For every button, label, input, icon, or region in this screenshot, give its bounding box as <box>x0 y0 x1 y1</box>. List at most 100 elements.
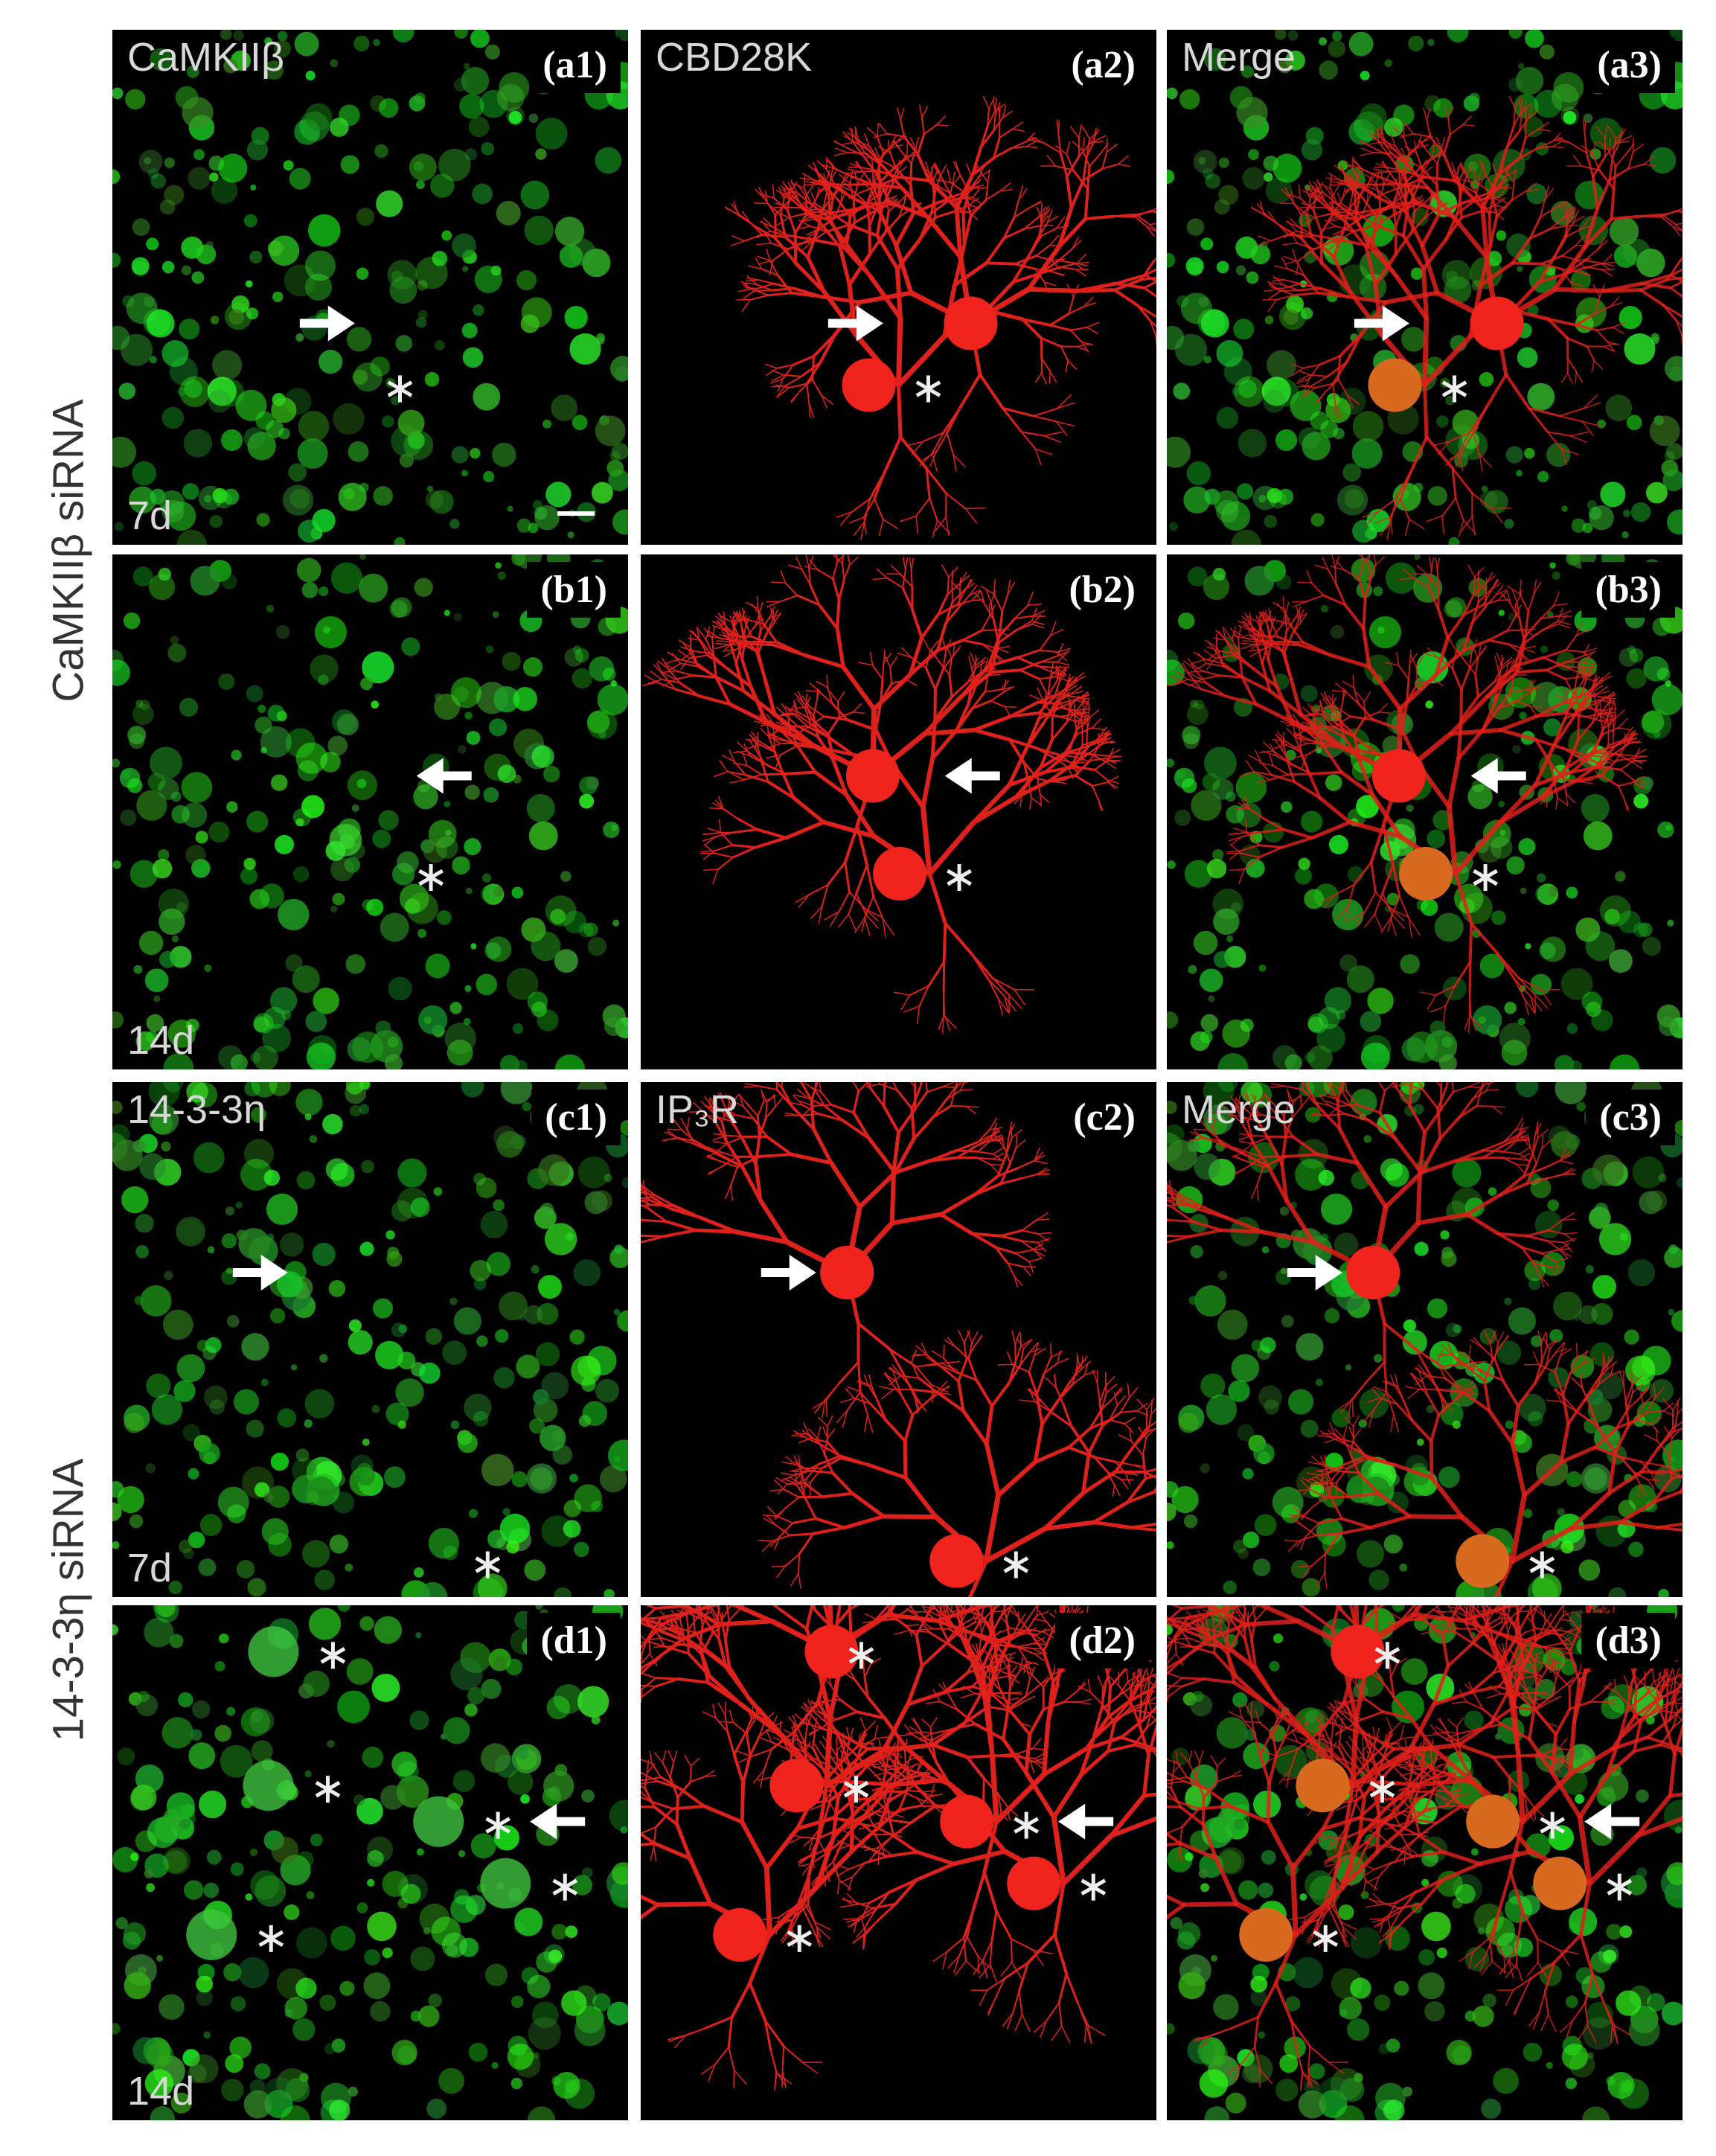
dendrite <box>1037 665 1054 674</box>
dendrite <box>1292 754 1307 759</box>
green-puncta <box>212 350 243 380</box>
dendrite <box>891 1130 901 1173</box>
dendrite <box>1569 281 1583 287</box>
dendrite <box>1072 747 1088 768</box>
green-puncta <box>314 615 347 649</box>
dendrite <box>1364 891 1377 912</box>
dendrite <box>800 361 822 378</box>
dendrite <box>1370 861 1377 894</box>
dendrite <box>1572 209 1579 223</box>
dendrite <box>1643 163 1657 167</box>
green-puncta <box>250 184 257 191</box>
dendrite <box>1338 211 1357 214</box>
dendrite <box>865 159 874 171</box>
green-puncta <box>577 1156 610 1189</box>
green-puncta <box>269 1082 291 1096</box>
dendrite <box>742 636 760 654</box>
dendrite <box>1055 420 1075 427</box>
green-puncta <box>246 685 263 703</box>
dendrite <box>1426 119 1431 138</box>
dendrite <box>1204 639 1217 648</box>
green-puncta <box>1202 167 1214 179</box>
dendrite <box>1057 133 1062 154</box>
dendrite <box>1485 373 1508 409</box>
dendrite <box>999 182 1011 192</box>
green-puncta <box>1360 71 1370 81</box>
green-puncta <box>531 1001 547 1017</box>
green-puncta <box>301 795 325 819</box>
dendrite <box>1249 612 1252 626</box>
green-puncta <box>235 389 267 421</box>
dendrite <box>897 165 907 175</box>
dendrite <box>797 696 807 706</box>
green-puncta <box>1198 296 1209 307</box>
dendrite <box>832 554 843 564</box>
dendrite <box>838 578 845 601</box>
green-puncta <box>495 562 502 569</box>
dendrite <box>914 1082 916 1088</box>
dendrite <box>1528 110 1539 118</box>
dendrite <box>990 589 996 604</box>
dendrite <box>780 570 787 583</box>
dendrite <box>938 1193 976 1217</box>
green-puncta <box>1498 801 1505 807</box>
green-puncta <box>278 31 288 42</box>
green-puncta <box>1319 60 1338 80</box>
dendrite <box>1098 726 1107 738</box>
dendrite <box>929 650 940 662</box>
dendrite <box>755 828 788 839</box>
green-puncta <box>476 1177 497 1199</box>
green-puncta <box>481 141 495 156</box>
green-puncta <box>569 1474 578 1482</box>
dendrite <box>1575 629 1589 636</box>
dendrite <box>1662 304 1683 318</box>
green-puncta <box>352 1031 384 1063</box>
green-puncta <box>150 746 182 780</box>
dendrite <box>746 749 762 761</box>
green-puncta <box>117 1485 144 1514</box>
dendrite <box>745 1083 760 1087</box>
green-puncta <box>1167 1011 1179 1029</box>
dendrite <box>720 615 733 623</box>
dendrite <box>1323 241 1339 245</box>
green-puncta <box>506 967 539 1000</box>
dendrite <box>890 564 901 575</box>
dendrite <box>1496 691 1513 710</box>
dendrite <box>711 1094 715 1108</box>
dendrite <box>784 1112 801 1116</box>
dendrite <box>852 703 862 713</box>
dendrite <box>1242 640 1258 643</box>
green-puncta <box>473 1277 487 1290</box>
dendrite <box>1310 770 1343 775</box>
green-puncta <box>125 89 146 110</box>
green-puncta <box>554 1587 572 1597</box>
dendrite <box>1610 187 1616 220</box>
dendrite <box>1004 995 1010 1014</box>
dendrite <box>1309 374 1328 377</box>
dendrite <box>959 578 961 592</box>
green-puncta <box>1504 1002 1517 1014</box>
green-puncta <box>492 442 516 467</box>
dendrite <box>1524 610 1530 638</box>
dendrite <box>844 793 877 839</box>
dendrite <box>1049 621 1057 636</box>
dendrite <box>798 219 811 227</box>
dendrite <box>1334 883 1355 896</box>
dendrite <box>1598 169 1616 191</box>
dendrite <box>1356 166 1360 180</box>
dendrite <box>1057 217 1088 249</box>
green-puncta <box>493 686 520 713</box>
dendrite <box>877 170 900 179</box>
dendrite <box>1065 674 1071 689</box>
dendrite <box>1427 647 1438 659</box>
green-puncta <box>573 645 582 654</box>
dendrite <box>854 127 859 140</box>
dendrite <box>1487 629 1509 642</box>
dendrite <box>1662 304 1678 322</box>
dendrite <box>842 554 845 564</box>
dendrite <box>1600 716 1604 735</box>
dendrite <box>1307 770 1322 800</box>
dendrite <box>1446 612 1466 640</box>
dendrite <box>1331 693 1334 706</box>
dendrite <box>1395 205 1405 227</box>
